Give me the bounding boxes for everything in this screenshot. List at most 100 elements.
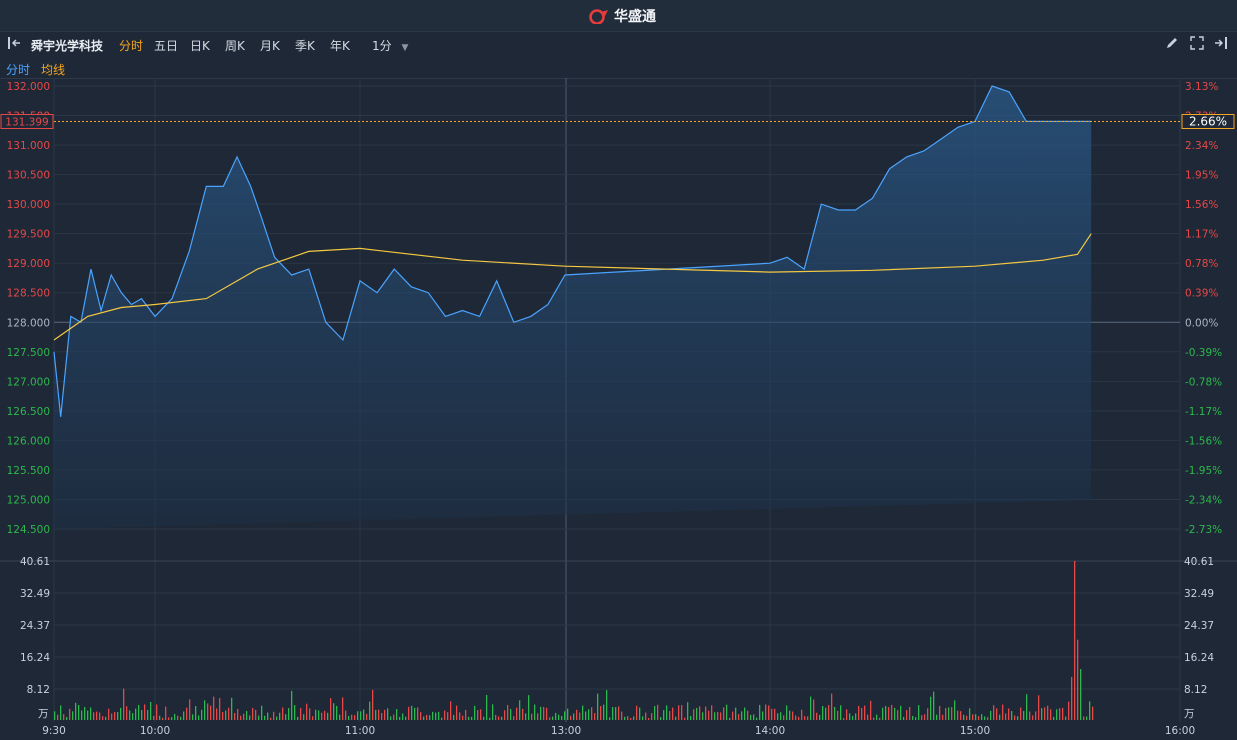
volume-bar <box>684 717 686 720</box>
volume-bar <box>666 705 668 720</box>
volume-bar <box>822 705 824 720</box>
volume-bar <box>99 712 101 720</box>
volume-bar <box>63 714 65 720</box>
pencil-icon[interactable] <box>1165 36 1179 53</box>
volume-bar <box>876 714 878 720</box>
fullscreen-icon[interactable] <box>1190 36 1204 53</box>
volume-bar <box>621 711 623 720</box>
price-tick-label: 125.000 <box>7 494 50 506</box>
title-bar: 华盛通 <box>0 0 1237 32</box>
volume-bar <box>885 705 887 720</box>
volume-bar <box>669 711 671 720</box>
tab-5day[interactable]: 五日 <box>154 39 179 53</box>
volume-bar <box>798 716 800 720</box>
tab-month-k[interactable]: 月K <box>260 39 280 53</box>
volume-bar <box>87 710 89 720</box>
price-tick-label: 130.000 <box>7 199 50 211</box>
volume-bar <box>393 714 395 720</box>
volume-bar <box>624 716 626 720</box>
volume-bar <box>75 702 77 720</box>
volume-bar <box>318 710 320 720</box>
volume-bar <box>1056 709 1058 720</box>
volume-bar <box>807 716 809 720</box>
volume-bar <box>1086 716 1088 720</box>
volume-bar <box>1023 710 1025 720</box>
current-price-label: 131.399 <box>5 116 48 128</box>
volume-bar <box>993 705 995 720</box>
volume-bar <box>651 713 653 720</box>
percent-tick-label: 3.13% <box>1185 81 1218 93</box>
tab-fenshi[interactable]: 分时 <box>119 39 144 53</box>
volume-bar <box>504 710 506 720</box>
volume-bar <box>540 706 542 720</box>
volume-bar <box>537 713 539 720</box>
volume-bar <box>597 693 599 720</box>
volume-bar <box>273 711 275 720</box>
volume-bar <box>966 715 968 720</box>
volume-bar <box>348 715 350 720</box>
volume-bar <box>195 705 197 720</box>
volume-bar <box>186 707 188 720</box>
volume-bar <box>1047 705 1049 720</box>
tab-year-k[interactable]: 年K <box>330 39 350 53</box>
collapse-left-icon[interactable] <box>7 36 23 53</box>
volume-bar <box>960 711 962 720</box>
interval-select[interactable]: 1分 ▼ <box>372 37 408 54</box>
volume-bar <box>303 714 305 720</box>
volume-bar <box>603 704 605 720</box>
volume-bar <box>1029 711 1031 720</box>
volume-bar <box>930 696 932 720</box>
volume-bar <box>729 717 731 720</box>
volume-bar <box>948 707 950 720</box>
tab-week-k[interactable]: 周K <box>225 39 245 53</box>
volume-tick-label: 16.24 <box>20 652 50 664</box>
price-line <box>53 85 1092 417</box>
volume-bar <box>342 697 344 720</box>
volume-bar <box>765 704 767 720</box>
volume-bar <box>663 710 665 720</box>
volume-bar <box>261 705 263 720</box>
volume-bar <box>1002 704 1004 720</box>
volume-bar <box>486 695 488 720</box>
volume-bar <box>738 714 740 720</box>
volume-bar <box>435 712 437 720</box>
volume-tick-label: 32.49 <box>20 588 50 600</box>
volume-bar <box>561 716 563 720</box>
volume-bar <box>369 701 371 720</box>
percent-tick-label: -1.95% <box>1185 465 1222 477</box>
volume-bar <box>90 707 92 720</box>
volume-bar <box>474 705 476 720</box>
volume-bar <box>516 707 518 720</box>
volume-bar <box>879 717 881 720</box>
volume-tick-label: 24.37 <box>1184 620 1214 632</box>
chevron-down-icon: ▼ <box>401 43 409 53</box>
volume-bar <box>714 712 716 720</box>
volume-bar <box>933 691 935 720</box>
volume-bar <box>108 708 110 720</box>
volume-bar <box>1062 707 1064 720</box>
percent-tick-label: -0.39% <box>1185 347 1222 359</box>
volume-bar <box>183 711 185 720</box>
percent-tick-label: 1.17% <box>1185 229 1218 241</box>
volume-bar <box>588 709 590 720</box>
volume-bar <box>441 717 443 720</box>
tab-season-k[interactable]: 季K <box>295 39 315 53</box>
collapse-right-icon[interactable] <box>1212 36 1228 53</box>
time-axis-label: 9:30 <box>42 725 66 737</box>
volume-bar <box>660 717 662 720</box>
volume-bar <box>477 710 479 720</box>
volume-bar <box>180 716 182 720</box>
volume-bar <box>774 708 776 720</box>
tab-day-k[interactable]: 日K <box>190 39 210 53</box>
volume-bar <box>453 714 455 720</box>
volume-bar <box>1053 716 1055 720</box>
volume-bar <box>462 715 464 720</box>
volume-bar <box>972 714 974 720</box>
volume-bar <box>150 701 152 720</box>
volume-bar <box>681 705 683 720</box>
volume-bar <box>309 708 311 720</box>
volume-bar <box>1065 716 1067 720</box>
volume-bar <box>801 709 803 720</box>
volume-bar <box>582 705 584 720</box>
